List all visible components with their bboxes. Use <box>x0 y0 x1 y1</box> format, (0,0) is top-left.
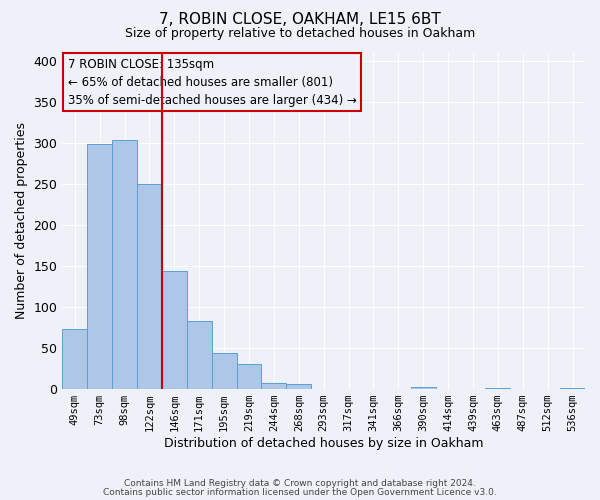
Bar <box>112 140 137 389</box>
Text: 7 ROBIN CLOSE: 135sqm
← 65% of detached houses are smaller (801)
35% of semi-det: 7 ROBIN CLOSE: 135sqm ← 65% of detached … <box>68 58 356 106</box>
Bar <box>485 388 511 389</box>
Text: 7, ROBIN CLOSE, OAKHAM, LE15 6BT: 7, ROBIN CLOSE, OAKHAM, LE15 6BT <box>159 12 441 28</box>
Bar <box>236 364 262 389</box>
Text: Contains public sector information licensed under the Open Government Licence v3: Contains public sector information licen… <box>103 488 497 497</box>
Bar <box>62 329 87 389</box>
Bar <box>87 144 112 389</box>
X-axis label: Distribution of detached houses by size in Oakham: Distribution of detached houses by size … <box>164 437 484 450</box>
Bar <box>411 388 436 389</box>
Text: Contains HM Land Registry data © Crown copyright and database right 2024.: Contains HM Land Registry data © Crown c… <box>124 478 476 488</box>
Bar <box>560 388 585 389</box>
Text: Size of property relative to detached houses in Oakham: Size of property relative to detached ho… <box>125 28 475 40</box>
Bar <box>286 384 311 389</box>
Bar <box>137 184 162 389</box>
Bar <box>187 321 212 389</box>
Bar <box>212 353 236 389</box>
Y-axis label: Number of detached properties: Number of detached properties <box>15 122 28 320</box>
Bar <box>162 271 187 389</box>
Bar <box>262 384 286 389</box>
